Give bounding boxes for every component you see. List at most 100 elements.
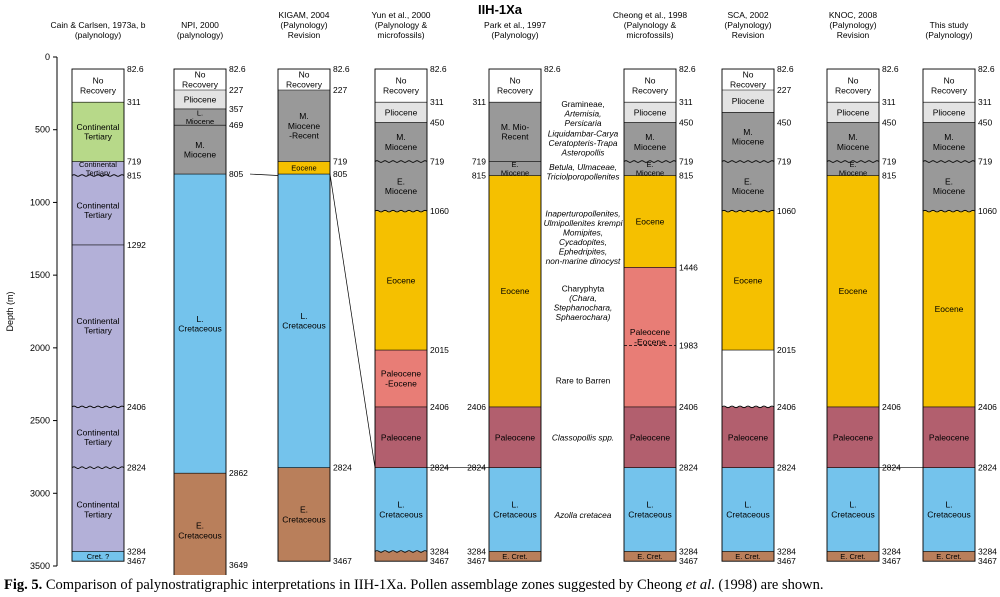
depth-label: 3284 <box>882 546 901 556</box>
unit-box <box>624 69 676 103</box>
unit-label: No <box>645 76 656 86</box>
unit-label: Tertiary <box>84 132 113 142</box>
depth-label: 311 <box>978 97 992 107</box>
depth-label: 311 <box>882 97 896 107</box>
column-frame <box>71 68 125 562</box>
unit-label: L. <box>945 500 952 510</box>
unit-label: Eocene <box>501 286 530 296</box>
unit-label: Paleocene <box>728 432 768 442</box>
unit-box <box>278 161 330 175</box>
depth-label: 3467 <box>777 556 796 566</box>
depth-label: 805 <box>229 169 243 179</box>
depth-label: 2406 <box>777 402 796 412</box>
depth-label: 1983 <box>679 340 698 350</box>
unit-label: No <box>299 70 310 80</box>
column-header: Cheong et al., 1998 <box>613 10 687 20</box>
depth-label: 3467 <box>430 556 449 566</box>
unit-box <box>489 467 541 552</box>
depth-label: 3467 <box>978 556 997 566</box>
unit-label: Cretaceous <box>178 530 221 540</box>
pollen-zone-label: non-marine dinocyst <box>546 256 621 266</box>
unit-label: Pliocene <box>837 107 870 117</box>
unit-box <box>722 69 774 91</box>
depth-label: 450 <box>882 117 896 127</box>
unit-label: M. <box>195 140 204 150</box>
unit-label: Miocene <box>732 186 764 196</box>
column-header: Revision <box>837 30 870 40</box>
depth-label: 82.6 <box>544 64 561 74</box>
correlation-line <box>329 174 376 468</box>
wavy-contact <box>374 209 428 213</box>
unit-label: -Recent <box>289 130 319 140</box>
unit-label: E. Cret. <box>735 552 760 561</box>
column-header: (Palynology) <box>724 20 771 30</box>
wavy-contact <box>826 160 880 163</box>
unit-label: Miocene <box>837 142 869 152</box>
pollen-zone-label: Gramineae, <box>561 99 604 109</box>
unit-label: Cretaceous <box>282 321 325 331</box>
y-axis-label: Depth (m) <box>5 291 15 331</box>
depth-label: 2824 <box>777 463 796 473</box>
unit-label: Continental <box>76 316 119 326</box>
unit-box <box>72 406 124 468</box>
unit-label: Recovery <box>80 85 117 95</box>
depth-label: 3467 <box>882 556 901 566</box>
unit-label: Cretaceous <box>282 514 325 524</box>
unit-label: Cretaceous <box>178 323 221 333</box>
depth-label: 2406 <box>882 402 901 412</box>
unit-box <box>174 108 226 126</box>
depth-label: 719 <box>472 157 486 167</box>
pollen-zone-label: Ephedripites, <box>559 247 607 257</box>
unit-box <box>722 467 774 552</box>
y-tick-label: 500 <box>35 125 50 135</box>
unit-label: Miocene <box>184 149 216 159</box>
unit-box <box>489 551 541 562</box>
column-header: (Palynology & <box>624 20 677 30</box>
depth-label: 815 <box>127 171 141 181</box>
unit-label: No <box>944 76 955 86</box>
column-header: (palynology) <box>177 30 223 40</box>
depth-label: 2824 <box>978 463 997 473</box>
pollen-zone-label: Persicaria <box>565 118 602 128</box>
column-header: Yun et al., 2000 <box>371 10 430 20</box>
unit-box <box>827 551 879 562</box>
unit-box <box>489 161 541 176</box>
unit-box <box>375 406 427 468</box>
depth-label: 82.6 <box>978 64 995 74</box>
unit-label: Miocene <box>288 121 320 131</box>
depth-label: 815 <box>472 171 486 181</box>
stratigraphic-chart: 0 500 1000 1500 2000 2500 3000 3500 Depth (m) Cai… <box>5 10 997 575</box>
depth-label: 227 <box>229 85 243 95</box>
pollen-zone-label: (Chara, <box>569 293 597 303</box>
column-header: KIGAM, 2004 <box>278 10 329 20</box>
depth-label: 2824 <box>679 463 698 473</box>
unit-label: E. <box>511 160 518 169</box>
unit-box <box>923 551 975 562</box>
unit-box <box>375 161 427 212</box>
column-header: (Palynology & <box>375 20 428 30</box>
unit-box <box>722 406 774 468</box>
depth-label: 3467 <box>679 556 698 566</box>
unit-label: L. <box>300 311 307 321</box>
unit-label: Continental <box>79 160 117 169</box>
unit-label: Tertiary <box>86 169 111 178</box>
depth-label: 3284 <box>467 546 486 556</box>
unit-label: Paleocene <box>630 327 670 337</box>
unit-label: Cretaceous <box>379 509 422 519</box>
y-tick-label: 0 <box>45 52 50 62</box>
unit-box <box>624 467 676 552</box>
unit-box <box>278 467 330 562</box>
column-frame <box>173 68 227 575</box>
depth-label: 719 <box>679 157 693 167</box>
unit-label: E. Cret. <box>936 552 961 561</box>
depth-label: 719 <box>127 157 141 167</box>
column-frame <box>488 68 542 562</box>
correlation-line <box>249 173 279 176</box>
depth-label: 82.6 <box>127 64 144 74</box>
unit-label: M. Mio- <box>501 122 530 132</box>
unit-label: Tertiary <box>84 210 113 220</box>
column-frame <box>826 68 880 562</box>
pollen-zone-label: Inaperturopollenites, <box>545 209 620 219</box>
y-tick-label: 3500 <box>30 561 50 571</box>
depth-label: 450 <box>777 117 791 127</box>
